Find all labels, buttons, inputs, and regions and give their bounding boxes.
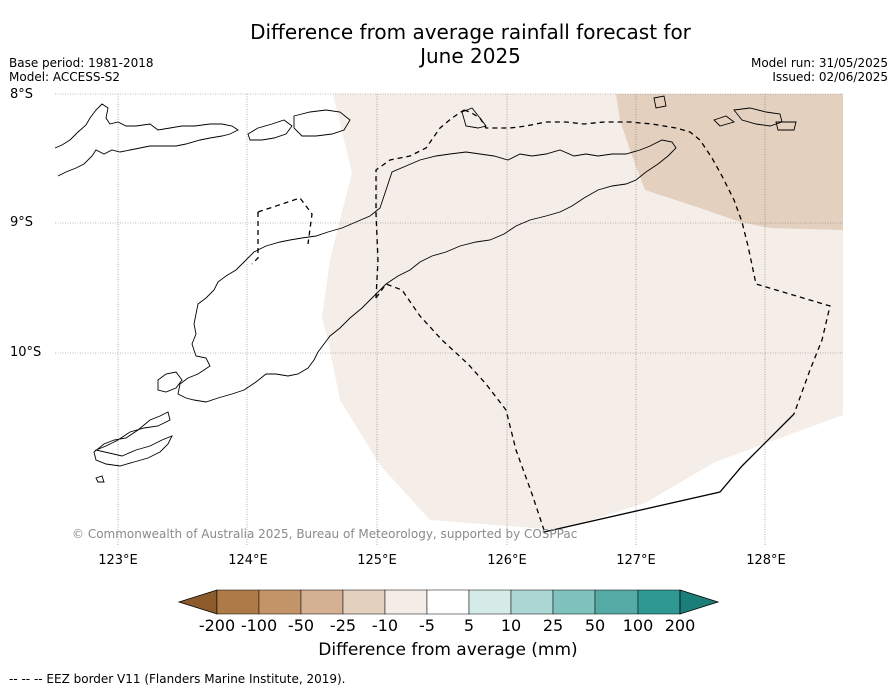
colorbar-bin-4	[342, 589, 386, 615]
island-north-2	[293, 109, 351, 137]
colorbar-bin-1	[216, 589, 260, 615]
colorbar-bin-3	[300, 589, 344, 615]
title-line-1: Difference from average rainfall forecas…	[250, 20, 691, 44]
coastlines	[54, 95, 797, 483]
sawu-islet	[95, 475, 105, 483]
colorbar-tick-label: -10	[371, 616, 399, 635]
colorbar-tick-label: 5	[463, 616, 475, 635]
chart-title: Difference from average rainfall forecas…	[0, 20, 896, 68]
colorbar-tick-label: -5	[419, 616, 435, 635]
model-run: Model run: 31/05/2025	[750, 56, 888, 70]
lat-label-9s: 9°S	[10, 215, 34, 230]
lon-label-128e: 128°E	[746, 553, 786, 568]
rote-coast	[157, 371, 183, 393]
colorbar-tick-label: -50	[287, 616, 315, 635]
timor-coast	[177, 139, 677, 403]
flores-coast	[54, 103, 239, 177]
sawu-coast	[93, 411, 173, 467]
lon-label-124e: 124°E	[228, 553, 268, 568]
lon-label-127e: 127°E	[616, 553, 656, 568]
eez-footnote: -- -- -- EEZ border V11 (Flanders Marine…	[9, 672, 346, 686]
colorbar-tick-label: -100	[240, 616, 278, 635]
colorbar-bin-8	[510, 589, 554, 615]
colorbar-tick-label: 50	[584, 616, 606, 635]
eez-border-solid	[543, 413, 795, 533]
lat-label-8s: 8°S	[10, 87, 34, 102]
lon-label-126e: 126°E	[487, 553, 527, 568]
title-line-2: June 2025	[420, 44, 521, 68]
eez-border	[251, 109, 831, 531]
copyright-notice: © Commonwealth of Australia 2025, Bureau…	[72, 527, 578, 541]
lat-label-10s: 10°S	[10, 345, 42, 360]
colorbar	[177, 589, 720, 615]
colorbar-bin-7	[468, 589, 512, 615]
colorbar-bin-5	[384, 589, 428, 615]
meta-left: Base period: 1981-2018 Model: ACCESS-S2	[9, 56, 154, 84]
colorbar-tick-label: 25	[542, 616, 564, 635]
colorbar-bin-2	[258, 589, 302, 615]
island-small-1	[653, 95, 667, 109]
base-period: Base period: 1981-2018	[9, 56, 154, 70]
colorbar-tick-label: 100	[622, 616, 654, 635]
lon-label-125e: 125°E	[357, 553, 397, 568]
meta-right: Model run: 31/05/2025 Issued: 02/06/2025	[751, 56, 888, 84]
colorbar-extend-right	[679, 589, 720, 615]
colorbar-bin-6	[426, 589, 470, 615]
colorbar-bin-10	[594, 589, 639, 615]
model-name: Model: ACCESS-S2	[9, 70, 121, 84]
colorbar-bin-9	[552, 589, 596, 615]
colorbar-title: Difference from average (mm)	[318, 640, 578, 660]
island-wetar-3	[713, 115, 735, 127]
island-north-1	[247, 119, 293, 141]
colorbar-extend-left	[177, 589, 218, 615]
colorbar-tick-label: 200	[664, 616, 696, 635]
island-wetar-2	[775, 121, 797, 131]
lon-label-123e: 123°E	[98, 553, 138, 568]
alor-coast	[461, 107, 487, 129]
issued-date: Issued: 02/06/2025	[772, 70, 888, 84]
colorbar-tick-label: 10	[500, 616, 522, 635]
colorbar-tick-label: -200	[198, 616, 236, 635]
colorbar-bin-11	[637, 589, 681, 615]
colorbar-tick-label: -25	[329, 616, 357, 635]
